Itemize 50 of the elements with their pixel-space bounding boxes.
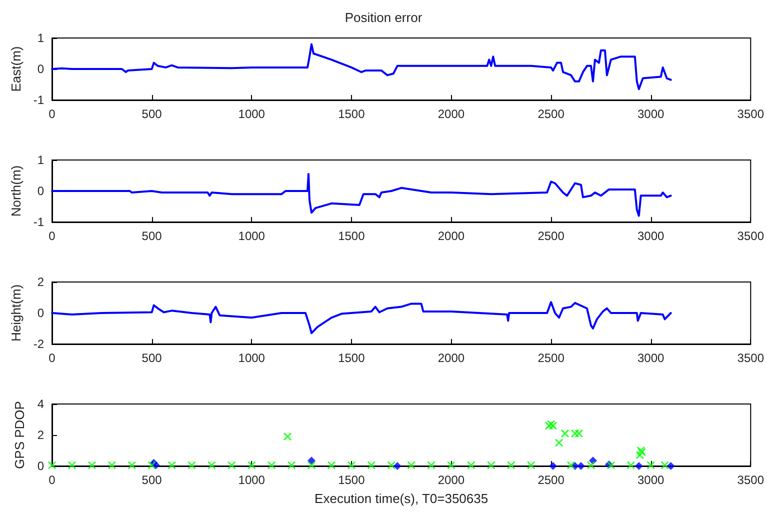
y-axis-title: Height(m) bbox=[8, 284, 24, 342]
x-tick-label: 3500 bbox=[737, 107, 764, 121]
x-tick-label: 500 bbox=[142, 229, 162, 243]
x-tick-label: 1000 bbox=[238, 473, 266, 487]
x-tick-label: 1500 bbox=[338, 107, 366, 121]
y-tick-label: 0 bbox=[37, 459, 44, 473]
y-tick-label: 0 bbox=[37, 62, 44, 76]
x-tick-label: 0 bbox=[48, 107, 56, 121]
x-tick-label: 0 bbox=[48, 473, 56, 487]
x-tick-label: 2000 bbox=[438, 107, 465, 121]
y-axis-title: East(m) bbox=[8, 46, 24, 92]
x-tick-label: 500 bbox=[142, 107, 162, 121]
y-axis-title: GPS PDOP bbox=[12, 401, 27, 469]
y-tick-label: 4 bbox=[37, 397, 44, 411]
x-tick-label: 3000 bbox=[637, 473, 665, 487]
y-axis-title: North(m) bbox=[8, 165, 24, 217]
x-tick-label: 2500 bbox=[538, 107, 565, 121]
x-tick-label: 3000 bbox=[637, 351, 665, 365]
x-tick-label: 500 bbox=[142, 473, 162, 487]
y-tick-label: 2 bbox=[37, 275, 44, 289]
x-tick-label: 2000 bbox=[438, 351, 465, 365]
x-tick-label: 2500 bbox=[538, 351, 565, 365]
x-tick-label: 1000 bbox=[238, 229, 266, 243]
x-tick-label: 0 bbox=[48, 229, 56, 243]
x-tick-label: 2500 bbox=[538, 473, 565, 487]
y-tick-label: -1 bbox=[33, 93, 44, 107]
y-tick-label: 0 bbox=[37, 184, 44, 198]
x-tick-label: 3000 bbox=[637, 107, 665, 121]
y-tick-label: -2 bbox=[33, 337, 44, 351]
x-axis-title: Execution time(s), T0=350635 bbox=[314, 491, 488, 506]
y-tick-label: -1 bbox=[33, 215, 44, 229]
x-tick-label: 3500 bbox=[737, 351, 764, 365]
x-tick-label: 1500 bbox=[338, 473, 366, 487]
x-tick-label: 500 bbox=[142, 351, 162, 365]
x-tick-label: 1500 bbox=[338, 351, 366, 365]
y-tick-label: 1 bbox=[37, 153, 44, 167]
x-tick-label: 3500 bbox=[737, 473, 764, 487]
y-tick-label: 1 bbox=[37, 31, 44, 45]
x-tick-label: 2000 bbox=[438, 229, 465, 243]
x-tick-label: 0 bbox=[48, 351, 56, 365]
x-tick-label: 1500 bbox=[338, 229, 366, 243]
x-tick-label: 1000 bbox=[238, 351, 266, 365]
x-tick-label: 3000 bbox=[637, 229, 665, 243]
x-tick-label: 3500 bbox=[737, 229, 764, 243]
y-tick-label: 2 bbox=[37, 428, 44, 442]
x-tick-label: 2500 bbox=[538, 229, 565, 243]
y-tick-label: 0 bbox=[37, 306, 44, 320]
chart-title: Position error bbox=[344, 10, 423, 25]
x-tick-label: 2000 bbox=[438, 473, 465, 487]
x-tick-label: 1000 bbox=[238, 107, 266, 121]
